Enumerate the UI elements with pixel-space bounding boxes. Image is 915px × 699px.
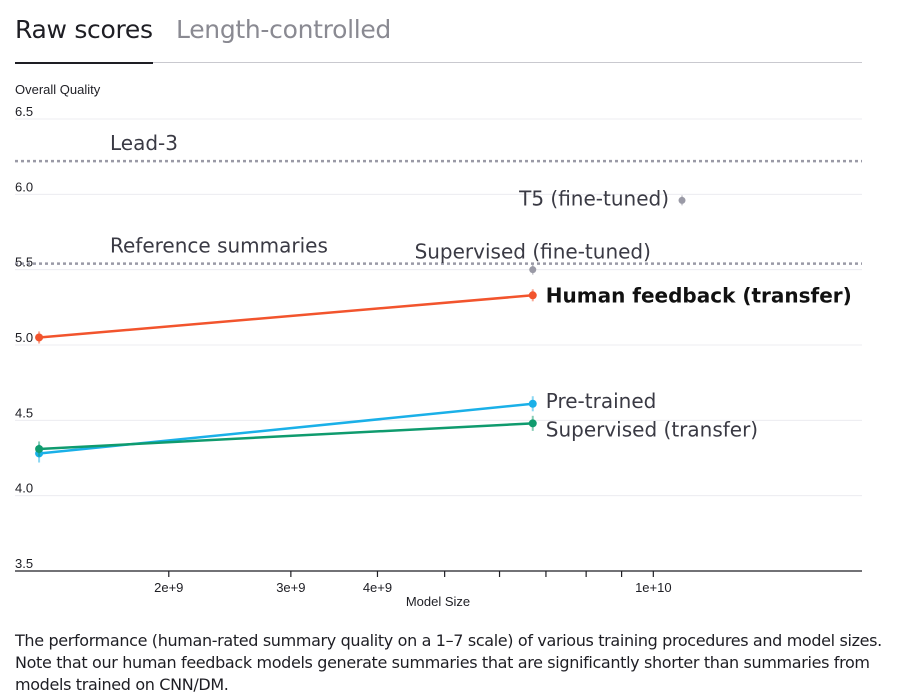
point-label: T5 (fine-tuned) [518, 186, 669, 210]
series-group [35, 195, 686, 463]
y-tick-label: 5.5 [15, 255, 33, 270]
data-point [528, 291, 537, 300]
y-tick-label: 6.5 [15, 104, 33, 119]
tab-length-controlled[interactable]: Length-controlled [176, 15, 392, 44]
chart: 3.5 4.0 4.5 5.0 5.5 6.0 6.5 Overall Quality 2e+9… [15, 82, 862, 609]
data-point [35, 333, 44, 342]
tab-bar: Raw scores Length-controlled [15, 10, 862, 64]
x-tick-label: 1e+10 [635, 580, 672, 595]
x-axis-title: Model Size [406, 594, 470, 609]
data-point [528, 399, 537, 408]
tab-raw-scores[interactable]: Raw scores [15, 14, 153, 64]
reference-line-label: Lead-3 [110, 131, 178, 155]
y-tick-label: 6.0 [15, 179, 33, 194]
series-label: Supervised (transfer) [546, 417, 758, 441]
x-tick-label: 4e+9 [363, 580, 392, 595]
reference-line-label: Reference summaries [110, 234, 328, 258]
data-point [528, 419, 537, 428]
series-line [38, 294, 533, 339]
series-labels: Lead-3 Reference summaries Human feedback … [110, 131, 852, 441]
grid [15, 118, 862, 497]
y-tick-label: 4.0 [15, 481, 33, 496]
series-label: Human feedback (transfer) [546, 283, 852, 307]
data-point [529, 266, 537, 274]
point-label: Supervised (fine-tuned) [415, 240, 651, 264]
series-line [39, 422, 533, 451]
data-point [35, 444, 44, 453]
x-tick-label: 3e+9 [276, 580, 305, 595]
y-axis-title: Overall Quality [15, 82, 101, 97]
y-tick-label: 3.5 [15, 556, 33, 571]
data-point [678, 196, 686, 204]
axes: 3.5 4.0 4.5 5.0 5.5 6.0 6.5 Overall Quality 2e+9… [15, 82, 862, 609]
y-tick-label: 4.5 [15, 405, 33, 420]
x-tick-label: 2e+9 [154, 580, 183, 595]
figure-caption: The performance (human-rated summary qua… [15, 631, 882, 694]
series-label: Pre-trained [546, 389, 657, 413]
y-tick-label: 5.0 [15, 330, 33, 345]
